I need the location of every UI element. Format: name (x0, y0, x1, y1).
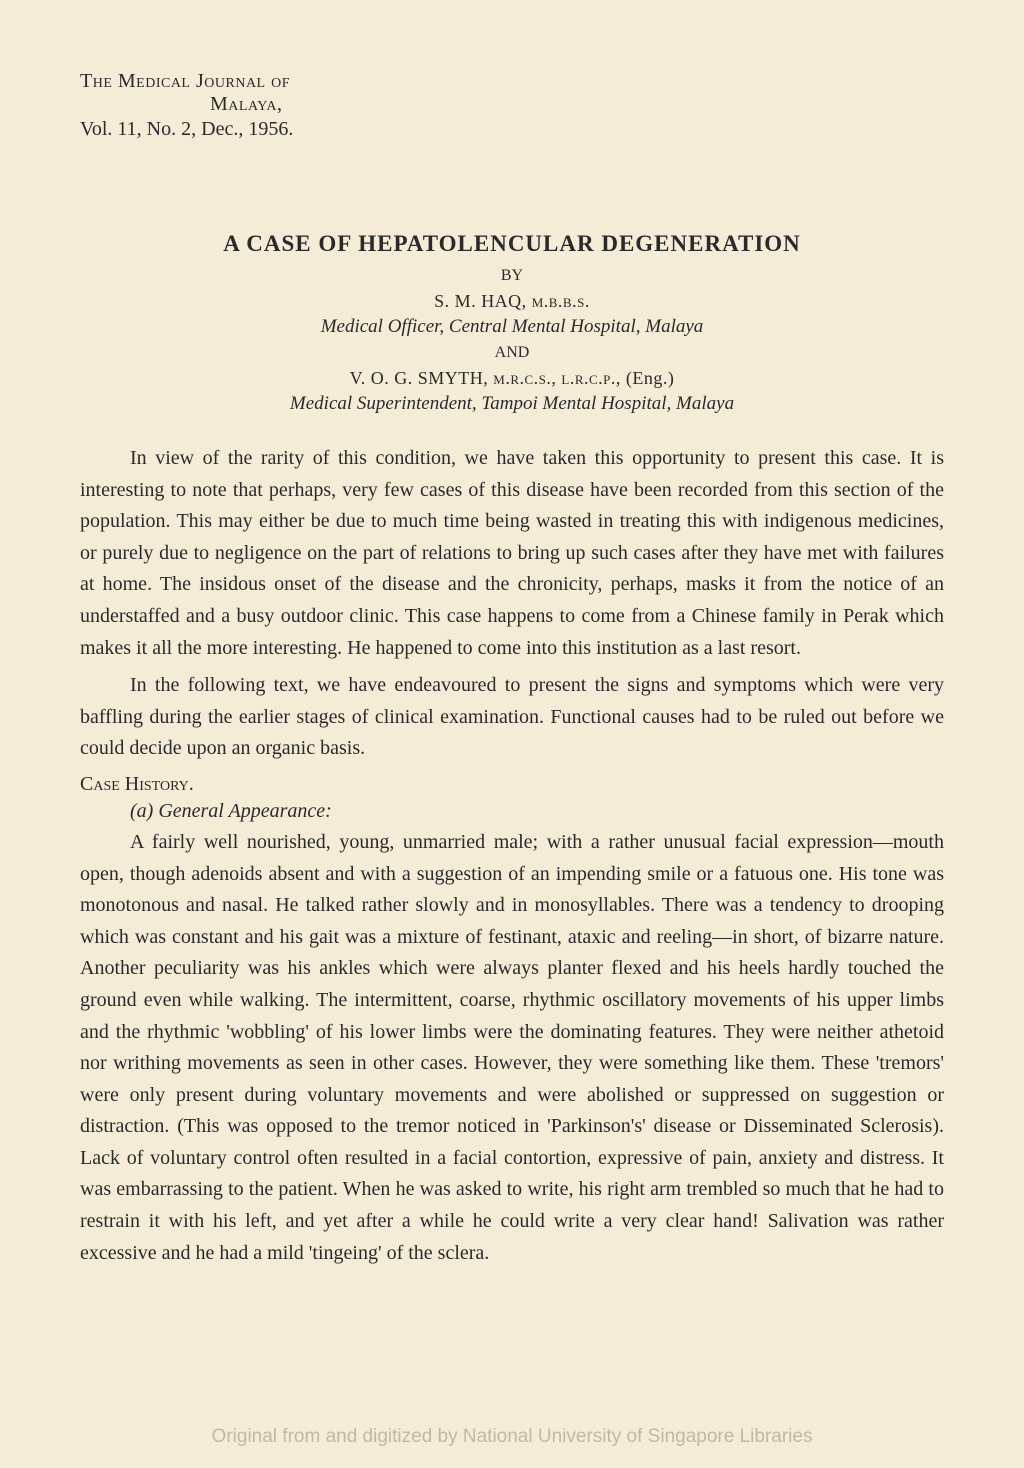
journal-header: The Medical Journal of Malaya, Vol. 11, … (80, 70, 944, 141)
volume-info: Vol. 11, No. 2, Dec., 1956. (80, 118, 944, 141)
author-2-role: Medical Superintendent, Tampoi Mental Ho… (80, 393, 944, 415)
author-1: S. M. HAQ, m.b.b.s. (80, 291, 944, 312)
author-1-credentials: m.b.b.s. (532, 291, 590, 311)
author-1-name: S. M. HAQ, (434, 291, 532, 311)
author-2-name: V. O. G. SMYTH, (350, 368, 494, 388)
paragraph-1: In view of the rarity of this condition,… (80, 443, 944, 664)
author-2-suffix: (Eng.) (621, 368, 674, 388)
paragraph-2: In the following text, we have endeavour… (80, 670, 944, 765)
section-heading: Case History. (80, 773, 944, 796)
paragraph-3: A fairly well nourished, young, unmarrie… (80, 827, 944, 1269)
author-1-role: Medical Officer, Central Mental Hospital… (80, 316, 944, 338)
journal-name-line-2: Malaya, (80, 93, 944, 116)
author-2-credentials: m.r.c.s., l.r.c.p., (493, 368, 621, 388)
subsection-heading: (a) General Appearance: (80, 800, 944, 823)
by-label: BY (80, 267, 944, 285)
journal-name-line-1: The Medical Journal of (80, 70, 944, 93)
article-title: A CASE OF HEPATOLENCULAR DEGENERATION (80, 231, 944, 257)
watermark: Original from and digitized by National … (0, 1426, 1024, 1448)
author-2: V. O. G. SMYTH, m.r.c.s., l.r.c.p., (Eng… (80, 368, 944, 389)
title-section: A CASE OF HEPATOLENCULAR DEGENERATION BY… (80, 231, 944, 415)
and-label: AND (80, 344, 944, 362)
